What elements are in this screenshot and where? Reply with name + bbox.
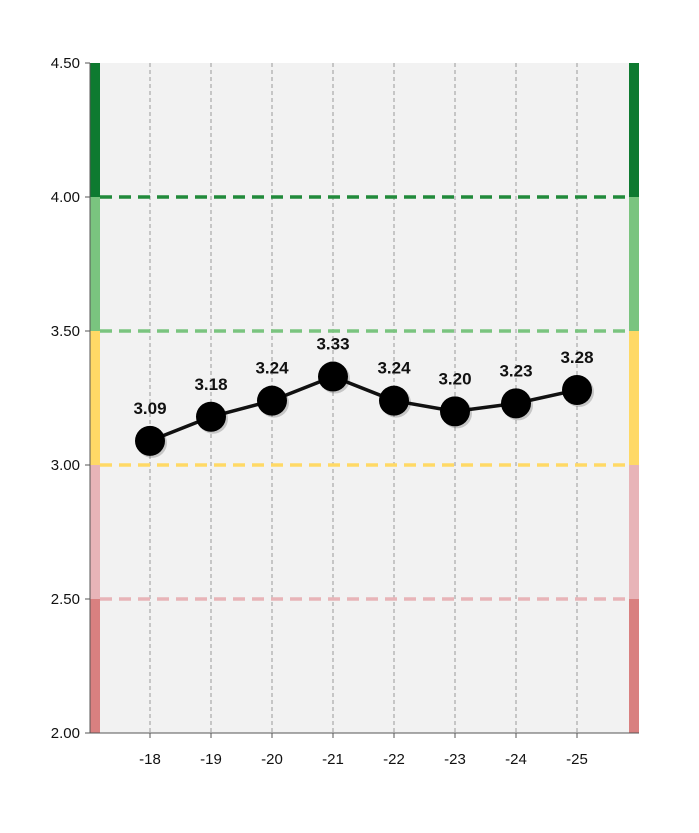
- right-band-3: [629, 197, 639, 331]
- left-band-1: [90, 465, 100, 599]
- data-label-0: 3.09: [133, 399, 166, 418]
- y-tick-label-1: 2.50: [51, 591, 80, 608]
- x-tick-label-3: -21: [322, 751, 344, 768]
- right-band-4: [629, 63, 639, 197]
- data-point-4: [379, 385, 409, 416]
- band-group: [90, 63, 639, 733]
- y-tick-label-2: 3.00: [51, 457, 80, 474]
- axes: [89, 63, 639, 734]
- data-label-5: 3.20: [438, 369, 471, 388]
- y-tick-label-4: 4.00: [51, 189, 80, 206]
- data-point-6: [501, 388, 531, 419]
- x-tick-label-0: -18: [139, 751, 161, 768]
- y-tick-label-3: 3.50: [51, 323, 80, 340]
- data-point-3: [318, 361, 348, 392]
- data-point-5: [440, 396, 470, 427]
- data-points: [135, 361, 594, 458]
- data-label-6: 3.23: [499, 361, 532, 380]
- x-tick-label-4: -22: [383, 751, 405, 768]
- data-label-7: 3.28: [560, 348, 593, 367]
- y-tick-label-0: 2.00: [51, 725, 80, 742]
- left-band-2: [90, 331, 100, 465]
- data-point-2: [257, 385, 287, 416]
- data-point-7: [562, 374, 592, 405]
- plot-background: [90, 63, 639, 733]
- right-band-1: [629, 465, 639, 599]
- data-labels: 3.09 3.18 3.24 3.33 3.24 3.20 3.23 3.28: [133, 335, 593, 418]
- data-label-3: 3.33: [316, 335, 349, 354]
- left-band-4: [90, 63, 100, 197]
- data-point-1: [196, 401, 226, 432]
- right-band-0: [629, 599, 639, 733]
- threshold-lines: [100, 195, 629, 601]
- y-axis-ticks: 2.00 2.50 3.00 3.50 4.00 4.50: [51, 55, 90, 742]
- data-label-4: 3.24: [377, 359, 411, 378]
- data-label-2: 3.24: [255, 359, 289, 378]
- left-band-0: [90, 599, 100, 733]
- x-tick-label-2: -20: [261, 751, 283, 768]
- right-band-2: [629, 331, 639, 465]
- data-point-0: [135, 425, 165, 456]
- left-band-3: [90, 197, 100, 331]
- x-tick-label-6: -24: [505, 751, 527, 768]
- data-label-1: 3.18: [194, 375, 227, 394]
- y-tick-label-5: 4.50: [51, 55, 80, 72]
- x-axis-ticks: -18 -19 -20 -21 -22 -23 -24 -25: [139, 733, 588, 768]
- x-tick-label-1: -19: [200, 751, 222, 768]
- x-tick-label-5: -23: [444, 751, 466, 768]
- x-tick-label-7: -25: [566, 751, 588, 768]
